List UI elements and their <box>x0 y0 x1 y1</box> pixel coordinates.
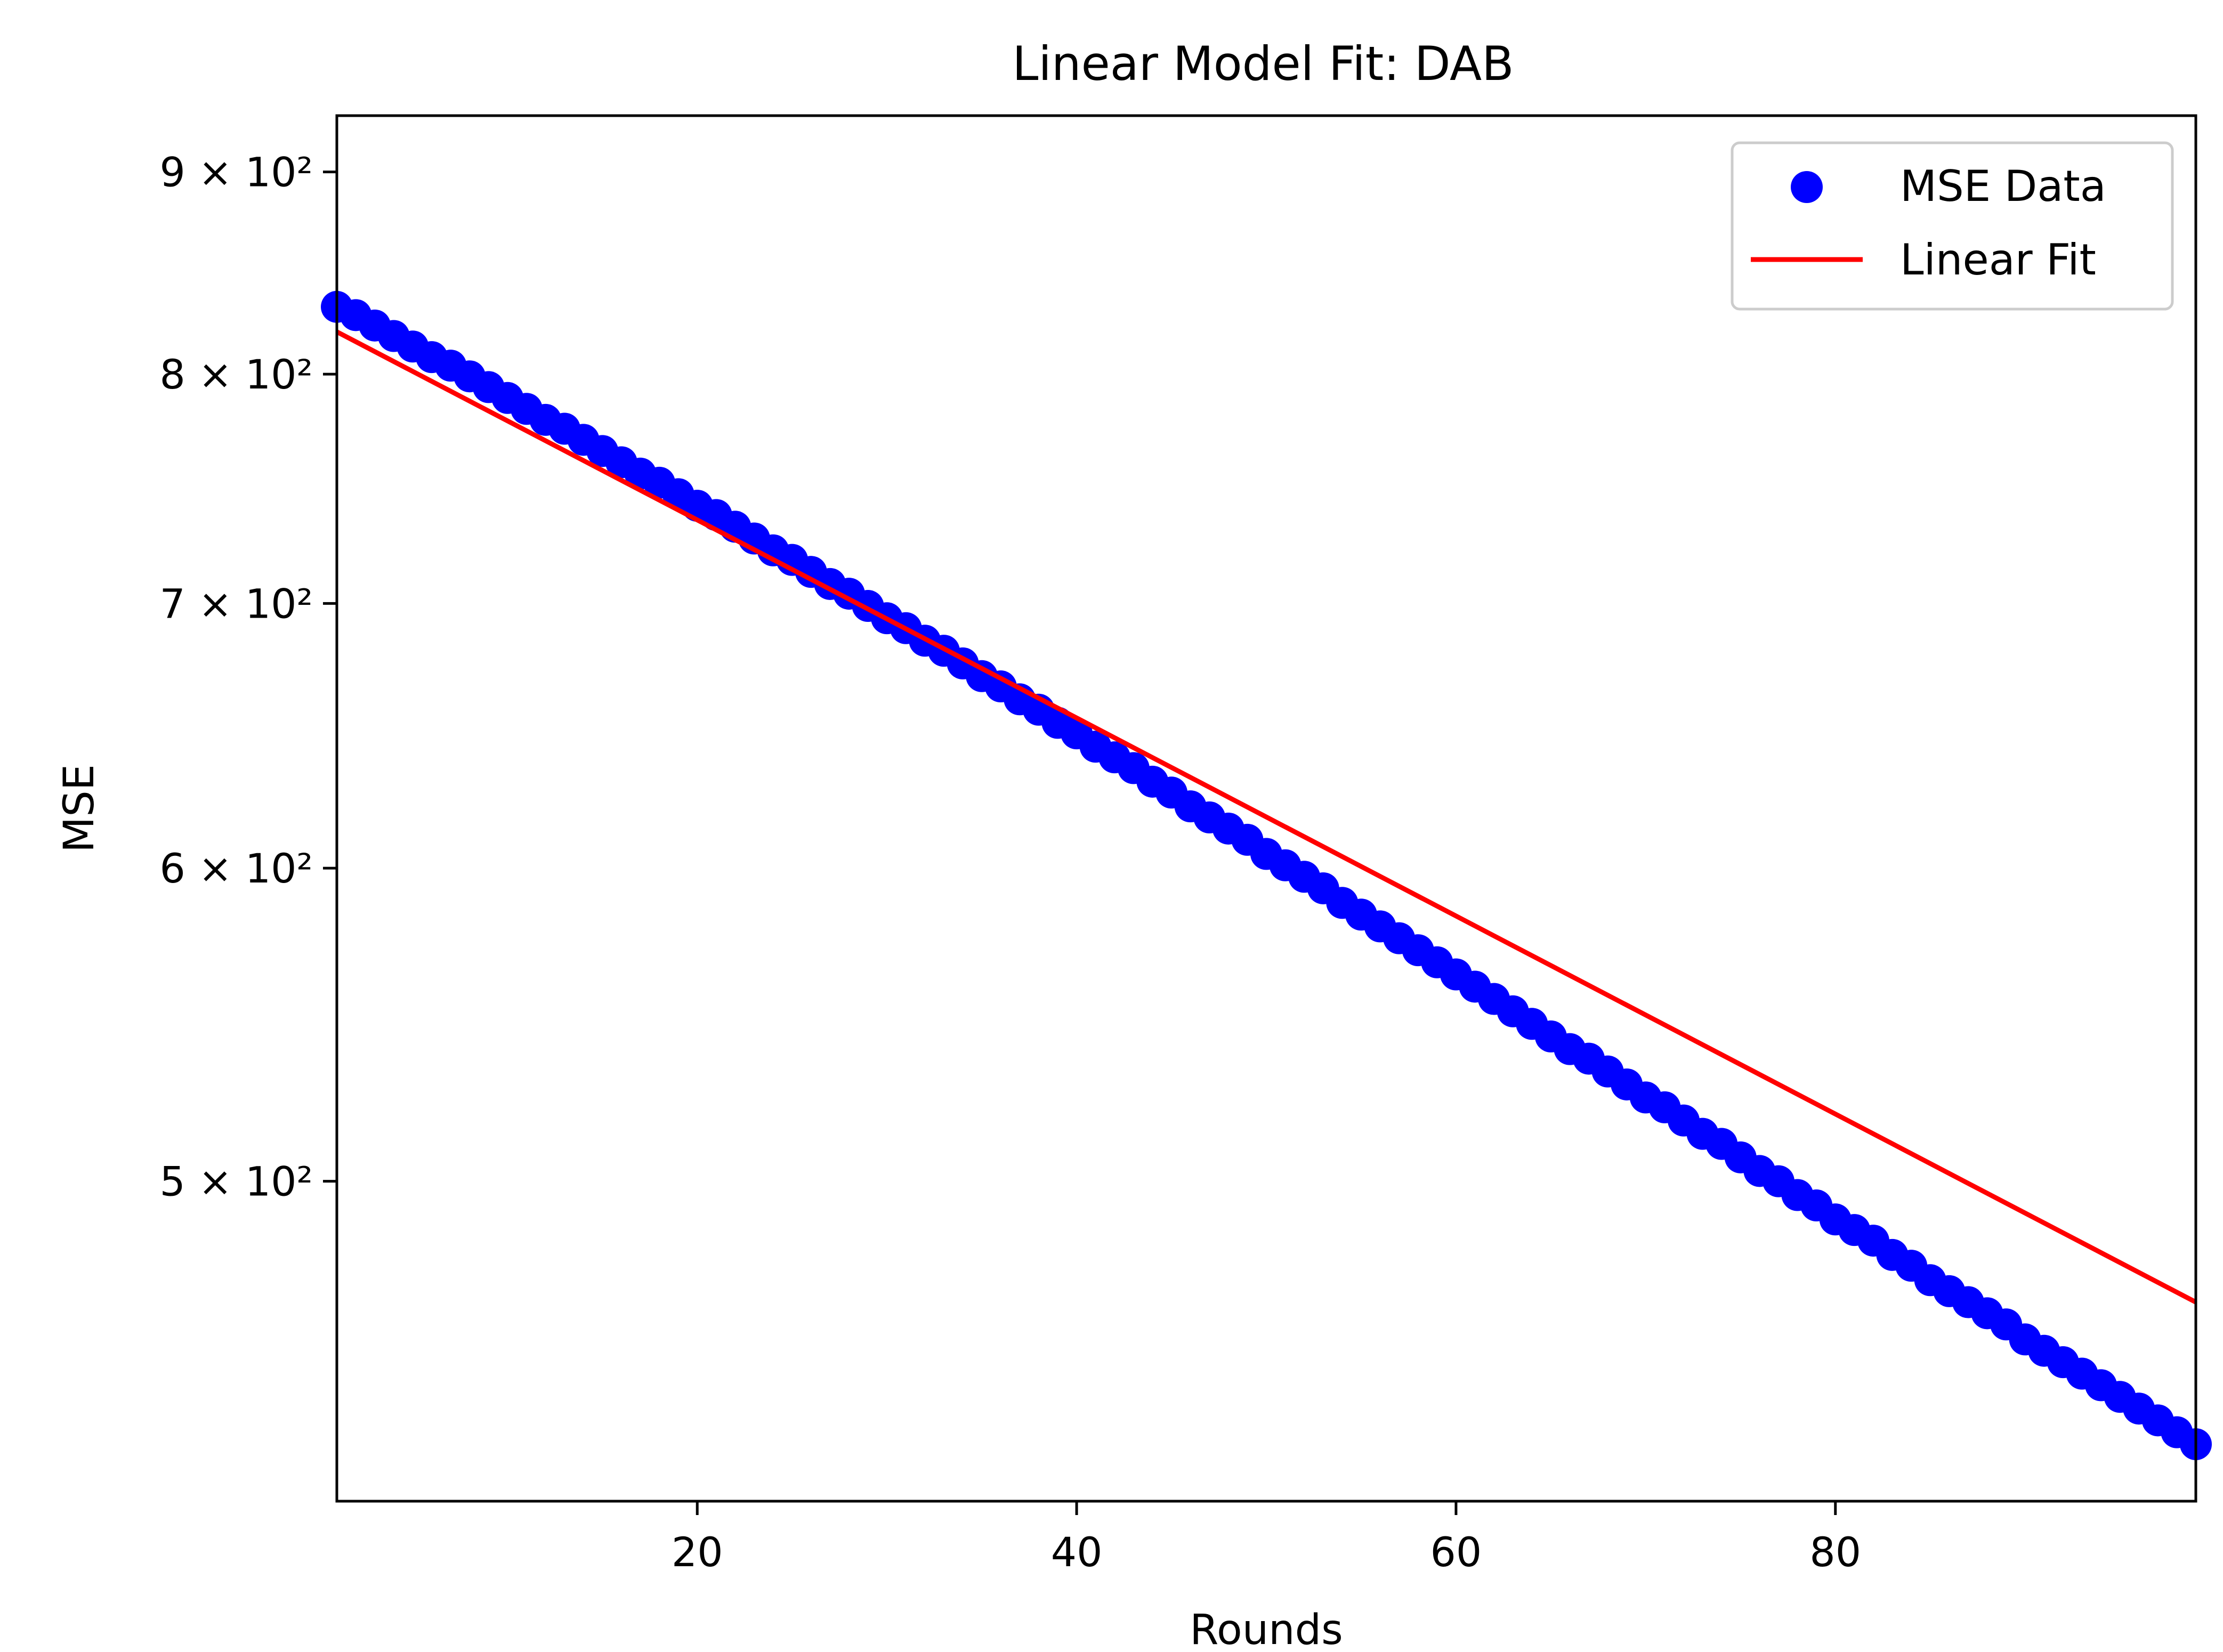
legend: MSE Data Linear Fit <box>1731 141 2174 311</box>
x-tick-label: 80 <box>1809 1528 1861 1576</box>
legend-box <box>1731 141 2174 311</box>
plot-area <box>321 114 2212 1503</box>
x-axis: 20 40 60 80 <box>672 1501 1861 1576</box>
y-axis: 5 × 10² 6 × 10² 7 × 10² 8 × 10² 9 × 10² <box>159 149 337 1205</box>
series-linear-fit-line <box>335 329 2197 1305</box>
x-tick-label: 40 <box>1051 1528 1103 1576</box>
chart-title: Linear Model Fit: DAB <box>1012 36 1514 91</box>
plot-frame-fill <box>337 116 2196 1501</box>
y-tick-label: 6 × 10² <box>159 845 313 892</box>
data-layer <box>321 290 2212 1461</box>
legend-label-mse-data: MSE Data <box>1900 161 2106 211</box>
y-tick-label: 7 × 10² <box>159 580 313 627</box>
x-tick-label: 20 <box>672 1528 723 1576</box>
legend-label-linear-fit: Linear Fit <box>1900 235 2096 285</box>
y-tick-label: 8 × 10² <box>159 351 313 398</box>
y-tick-label: 5 × 10² <box>159 1158 313 1205</box>
y-tick-label: 9 × 10² <box>159 149 313 196</box>
series-mse-data <box>321 290 2212 1461</box>
legend-marker-mse-data <box>1791 171 1823 203</box>
x-tick-label: 60 <box>1430 1528 1482 1576</box>
plot-frame <box>335 114 2197 1503</box>
y-axis-label: MSE <box>55 764 103 853</box>
x-axis-label: Rounds <box>1190 1606 1343 1652</box>
